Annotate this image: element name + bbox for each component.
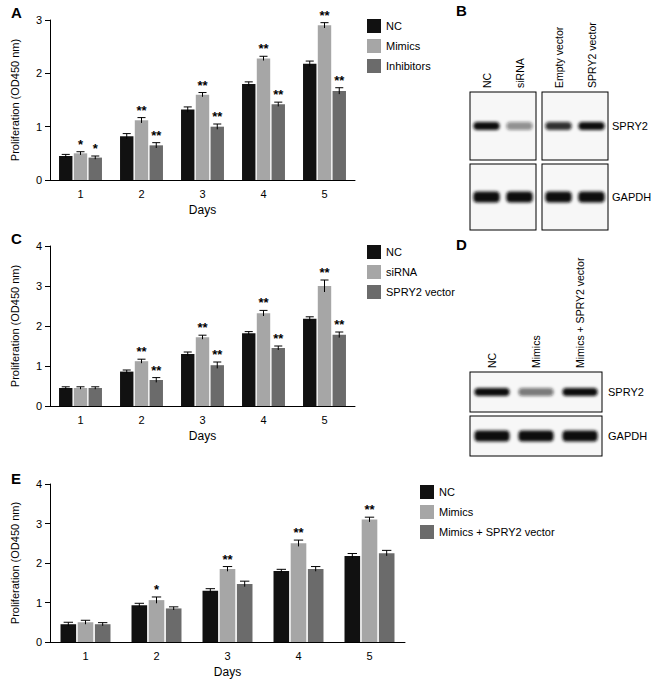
svg-text:C: C — [11, 230, 22, 247]
svg-text:0: 0 — [36, 636, 42, 648]
svg-text:SPRY2: SPRY2 — [608, 386, 644, 398]
svg-text:**: ** — [334, 317, 345, 332]
svg-text:**: ** — [212, 347, 223, 362]
svg-text:Proliferation (OD450 nm): Proliferation (OD450 nm) — [9, 39, 21, 161]
svg-text:2: 2 — [36, 67, 42, 79]
svg-text:3: 3 — [224, 650, 230, 662]
svg-text:3: 3 — [36, 518, 42, 530]
svg-text:**: ** — [273, 331, 284, 346]
svg-text:NC: NC — [481, 72, 493, 88]
svg-text:4: 4 — [295, 650, 301, 662]
svg-text:GAPDH: GAPDH — [608, 430, 647, 442]
svg-text:*: * — [154, 582, 160, 597]
svg-text:5: 5 — [321, 188, 327, 200]
svg-text:1: 1 — [82, 650, 88, 662]
svg-text:**: ** — [136, 103, 147, 118]
svg-text:1: 1 — [77, 414, 83, 426]
svg-text:**: ** — [258, 41, 269, 56]
svg-text:2: 2 — [138, 414, 144, 426]
svg-text:3: 3 — [199, 414, 205, 426]
svg-text:4: 4 — [260, 188, 266, 200]
svg-text:**: ** — [197, 78, 208, 93]
svg-text:Proliferation (OD450 nm): Proliferation (OD450 nm) — [9, 265, 21, 387]
svg-text:2: 2 — [153, 650, 159, 662]
svg-text:Mimics + SPRY2 vector: Mimics + SPRY2 vector — [439, 526, 555, 538]
svg-text:**: ** — [136, 344, 147, 359]
svg-text:D: D — [456, 236, 467, 253]
svg-text:NC: NC — [486, 352, 498, 368]
svg-text:4: 4 — [36, 478, 42, 490]
svg-text:2: 2 — [36, 320, 42, 332]
svg-text:4: 4 — [260, 414, 266, 426]
svg-text:3: 3 — [36, 14, 42, 26]
svg-text:**: ** — [334, 73, 345, 88]
svg-text:4: 4 — [36, 240, 42, 252]
svg-text:*: * — [93, 141, 99, 156]
svg-text:1: 1 — [36, 121, 42, 133]
svg-text:siRNA: siRNA — [386, 266, 418, 278]
svg-text:Mimics: Mimics — [386, 40, 421, 52]
svg-text:**: ** — [319, 8, 330, 23]
svg-text:NC: NC — [386, 246, 402, 258]
svg-text:**: ** — [273, 87, 284, 102]
svg-text:Empty vector: Empty vector — [553, 26, 565, 88]
svg-text:Days: Days — [189, 429, 216, 443]
svg-text:Days: Days — [214, 665, 241, 679]
svg-text:E: E — [11, 470, 21, 487]
svg-text:Proliferation (OD450 nm): Proliferation (OD450 nm) — [9, 502, 21, 624]
svg-text:SPRY2 vector: SPRY2 vector — [586, 22, 598, 88]
svg-text:SPRY2: SPRY2 — [612, 120, 648, 132]
svg-text:Mimics: Mimics — [530, 335, 542, 368]
svg-text:1: 1 — [77, 188, 83, 200]
svg-text:2: 2 — [138, 188, 144, 200]
svg-text:**: ** — [197, 320, 208, 335]
svg-text:B: B — [456, 2, 467, 19]
svg-text:**: ** — [319, 265, 330, 280]
svg-text:NC: NC — [386, 20, 402, 32]
svg-text:**: ** — [293, 525, 304, 540]
svg-text:A: A — [11, 4, 22, 21]
svg-text:0: 0 — [36, 174, 42, 186]
svg-text:**: ** — [151, 363, 162, 378]
svg-text:3: 3 — [36, 280, 42, 292]
svg-text:3: 3 — [199, 188, 205, 200]
svg-text:**: ** — [222, 552, 233, 567]
svg-text:GAPDH: GAPDH — [612, 191, 651, 203]
svg-text:NC: NC — [439, 486, 455, 498]
svg-text:1: 1 — [36, 597, 42, 609]
svg-text:SPRY2 vector: SPRY2 vector — [386, 286, 455, 298]
svg-text:**: ** — [212, 109, 223, 124]
svg-text:Mimics + SPRY2 vector: Mimics + SPRY2 vector — [574, 257, 586, 368]
svg-text:5: 5 — [366, 650, 372, 662]
svg-text:5: 5 — [321, 414, 327, 426]
svg-text:**: ** — [364, 502, 375, 517]
svg-text:siRNA: siRNA — [514, 58, 526, 88]
svg-text:**: ** — [258, 295, 269, 310]
svg-text:Inhibitors: Inhibitors — [386, 60, 431, 72]
svg-text:**: ** — [151, 128, 162, 143]
svg-text:1: 1 — [36, 360, 42, 372]
svg-text:0: 0 — [36, 400, 42, 412]
svg-text:*: * — [78, 137, 84, 152]
svg-text:Days: Days — [189, 203, 216, 217]
svg-text:2: 2 — [36, 557, 42, 569]
svg-text:Mimics: Mimics — [439, 506, 474, 518]
